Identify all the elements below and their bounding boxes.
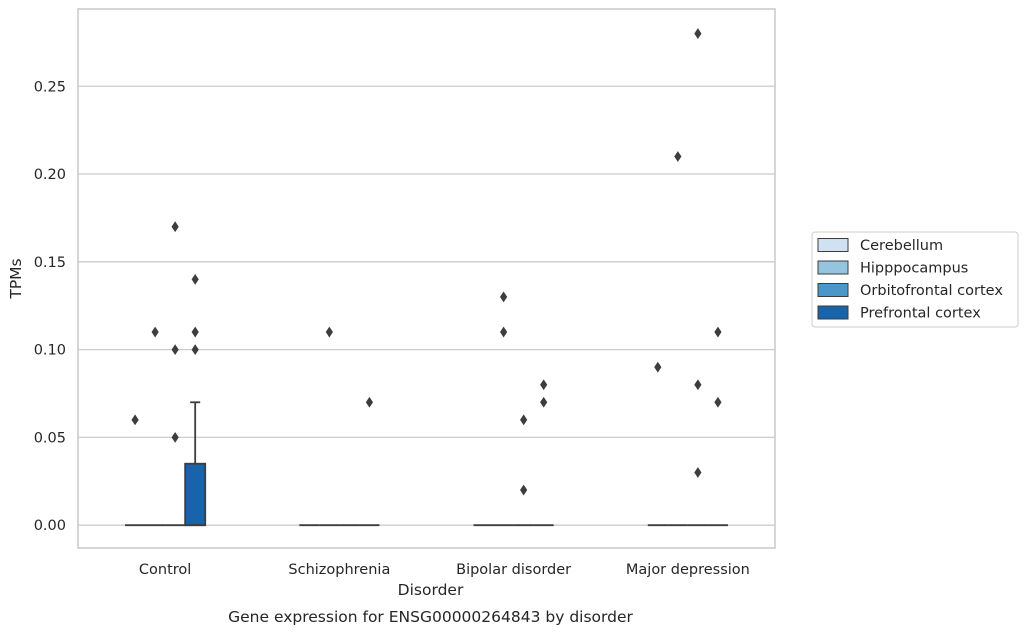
outlier-point bbox=[540, 379, 548, 391]
y-tick-label: 0.25 bbox=[34, 79, 66, 95]
outlier-point bbox=[500, 291, 508, 303]
outlier-point bbox=[171, 344, 179, 356]
outlier-point bbox=[365, 396, 374, 408]
outlier-point bbox=[694, 28, 702, 39]
y-axis-ticks: 0.00 0.05 0.10 0.15 0.20 0.25 bbox=[34, 79, 66, 534]
outlier-point bbox=[171, 221, 179, 233]
legend-frame bbox=[811, 231, 1019, 328]
x-tick-label: Bipolar disorder bbox=[456, 562, 571, 578]
legend-item-cerebellum[interactable]: Cerebellum bbox=[817, 238, 943, 254]
legend-item-prefrontal-cortex[interactable]: Prefrontal cortex bbox=[817, 305, 981, 322]
legend-swatch bbox=[817, 238, 849, 252]
outlier-point bbox=[714, 326, 722, 338]
y-tick-label: 0.15 bbox=[34, 255, 66, 271]
outlier-point bbox=[325, 326, 333, 338]
legend-item-hipppocampus[interactable]: Hipppocampus bbox=[817, 260, 968, 277]
legend-label: Hipppocampus bbox=[860, 261, 968, 277]
x-axis-ticks: Control Schizophrenia Bipolar disorder Majo… bbox=[139, 562, 750, 578]
plot-frame bbox=[77, 8, 776, 549]
legend-label: Cerebellum bbox=[860, 238, 943, 254]
y-tick-label: 0.00 bbox=[34, 518, 66, 534]
outlier-point bbox=[191, 344, 199, 356]
outlier-point bbox=[500, 326, 508, 338]
grid-lines bbox=[78, 85, 775, 526]
outlier-point bbox=[540, 396, 548, 408]
x-tick-label: Major depression bbox=[626, 562, 750, 578]
y-tick-label: 0.05 bbox=[34, 430, 66, 446]
outlier-point bbox=[191, 273, 199, 285]
y-tick-label: 0.20 bbox=[34, 167, 66, 183]
x-axis-label: Disorder bbox=[398, 581, 464, 599]
box-plot-area bbox=[125, 401, 728, 527]
outlier-point bbox=[131, 414, 139, 426]
legend-swatch bbox=[817, 283, 849, 297]
outlier-point bbox=[520, 484, 528, 496]
outlier-point bbox=[151, 326, 159, 338]
chart-caption: Gene expression for ENSG00000264843 by d… bbox=[228, 608, 633, 626]
outlier-point bbox=[714, 396, 722, 408]
outlier-point bbox=[171, 431, 179, 443]
y-tick-label: 0.10 bbox=[34, 343, 66, 359]
legend-label: Orbitofrontal cortex bbox=[860, 283, 1003, 299]
x-tick-label: Control bbox=[139, 562, 191, 578]
outlier-point bbox=[520, 414, 528, 426]
outlier-point bbox=[654, 361, 662, 373]
x-tick-label: Schizophrenia bbox=[288, 562, 390, 578]
outlier-point bbox=[694, 379, 702, 391]
outlier-point bbox=[694, 467, 702, 478]
legend-swatch bbox=[817, 260, 849, 275]
legend-label: Prefrontal cortex bbox=[860, 306, 981, 322]
outlier-points bbox=[131, 28, 722, 496]
legend-item-orbitofrontal-cortex[interactable]: Orbitofrontal cortex bbox=[817, 283, 1003, 299]
y-axis-label: TPMs bbox=[7, 258, 25, 299]
legend-swatch bbox=[817, 305, 849, 320]
outlier-point bbox=[191, 326, 199, 338]
outlier-point bbox=[674, 151, 682, 162]
box-prefrontal-cortex-control bbox=[184, 462, 207, 527]
legend[interactable]: Cerebellum Hipppocampus Orbitofrontal cort… bbox=[811, 231, 1019, 328]
